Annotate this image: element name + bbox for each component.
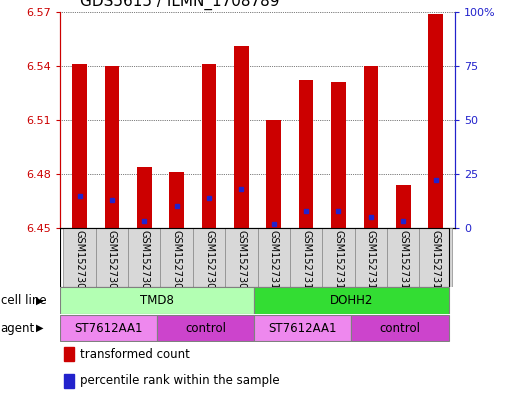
Bar xyxy=(254,287,449,314)
Text: GSM1527309: GSM1527309 xyxy=(139,230,149,295)
Text: percentile rank within the sample: percentile rank within the sample xyxy=(80,374,279,387)
Bar xyxy=(322,228,355,287)
Bar xyxy=(331,82,346,228)
Text: GDS5615 / ILMN_1708789: GDS5615 / ILMN_1708789 xyxy=(80,0,279,11)
Text: GSM1527310: GSM1527310 xyxy=(366,230,376,295)
Text: TMD8: TMD8 xyxy=(140,294,174,307)
Bar xyxy=(137,167,152,228)
Text: ▶: ▶ xyxy=(36,296,43,306)
Bar xyxy=(355,228,387,287)
Bar xyxy=(169,172,184,228)
Text: GSM1527315: GSM1527315 xyxy=(334,230,344,295)
Text: GSM1527304: GSM1527304 xyxy=(172,230,181,295)
Bar xyxy=(234,46,248,228)
Text: GSM1527307: GSM1527307 xyxy=(75,230,85,295)
Text: DOHH2: DOHH2 xyxy=(329,294,373,307)
Text: GSM1527313: GSM1527313 xyxy=(269,230,279,295)
Bar xyxy=(96,228,128,287)
Text: control: control xyxy=(380,321,420,335)
Bar xyxy=(161,228,193,287)
Bar xyxy=(363,66,378,228)
Bar xyxy=(351,315,449,342)
Text: GSM1527308: GSM1527308 xyxy=(107,230,117,295)
Text: ▶: ▶ xyxy=(36,323,43,333)
Bar xyxy=(60,287,254,314)
Bar xyxy=(299,80,313,228)
Text: cell line: cell line xyxy=(1,294,46,307)
Bar xyxy=(254,315,351,342)
Bar xyxy=(202,64,217,228)
Text: GSM1527305: GSM1527305 xyxy=(204,230,214,295)
Text: GSM1527306: GSM1527306 xyxy=(236,230,246,295)
Bar xyxy=(105,66,119,228)
Bar xyxy=(63,228,96,287)
Bar xyxy=(64,347,74,361)
Text: ST7612AA1: ST7612AA1 xyxy=(74,321,143,335)
Text: transformed count: transformed count xyxy=(80,348,190,361)
Bar xyxy=(193,228,225,287)
Bar xyxy=(257,228,290,287)
Bar xyxy=(64,374,74,388)
Bar xyxy=(290,228,322,287)
Text: control: control xyxy=(185,321,226,335)
Bar xyxy=(396,185,411,228)
Bar xyxy=(60,315,157,342)
Text: GSM1527312: GSM1527312 xyxy=(430,230,440,295)
Text: GSM1527314: GSM1527314 xyxy=(301,230,311,295)
Bar xyxy=(267,120,281,228)
Bar xyxy=(225,228,258,287)
Bar xyxy=(128,228,161,287)
Bar xyxy=(72,64,87,228)
Text: ST7612AA1: ST7612AA1 xyxy=(269,321,337,335)
Text: GSM1527311: GSM1527311 xyxy=(398,230,408,295)
Text: agent: agent xyxy=(1,321,35,335)
Bar xyxy=(157,315,254,342)
Bar xyxy=(419,228,452,287)
Bar xyxy=(387,228,419,287)
Bar xyxy=(428,14,443,228)
